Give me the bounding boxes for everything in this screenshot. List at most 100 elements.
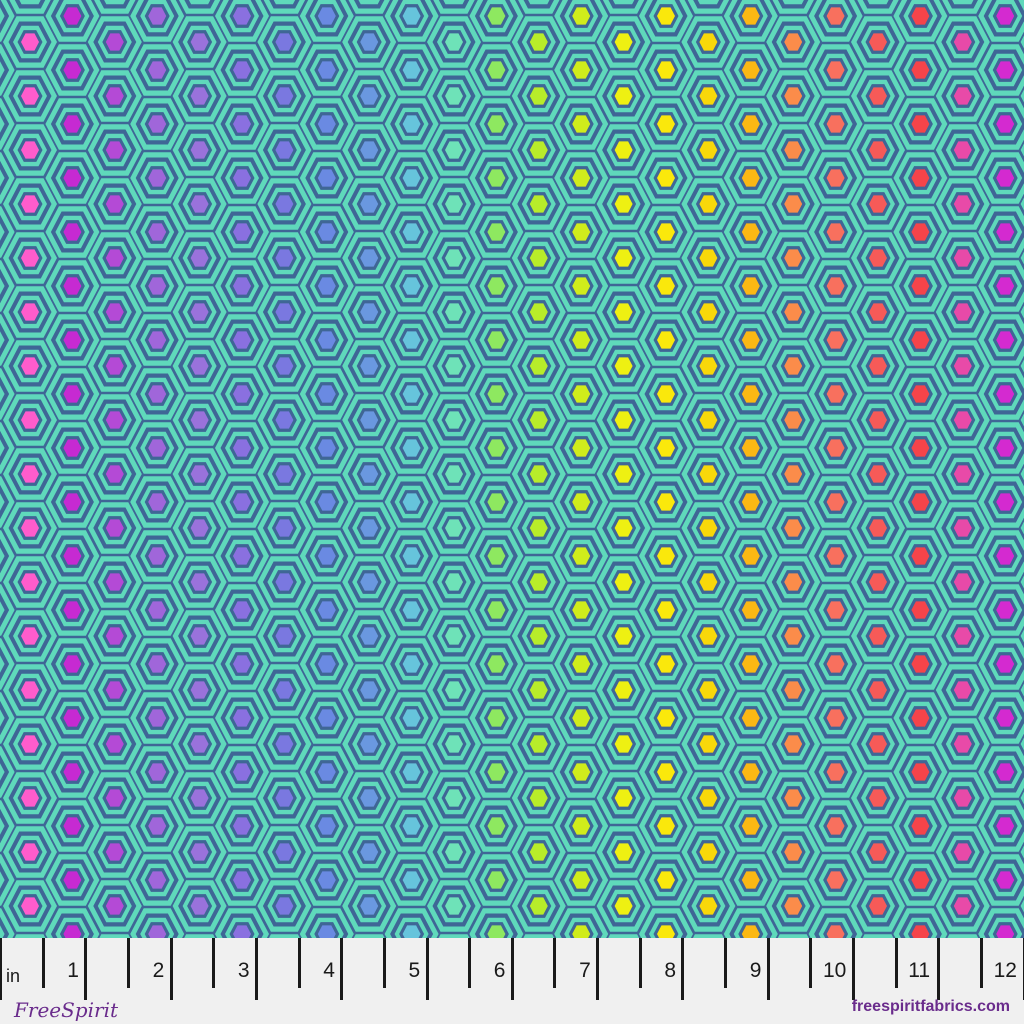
hexagon-motif [9, 0, 51, 14]
hexagon-motif [353, 934, 385, 938]
hexagon-motif [299, 908, 354, 938]
hexagon-motif [257, 232, 312, 284]
hexagon-motif [257, 880, 312, 932]
hexagon-motif [87, 70, 142, 122]
ruler-minor-tick [894, 938, 898, 988]
hexagon-motif [342, 286, 397, 338]
hexagon-motif [893, 314, 948, 366]
hexagon-motif [554, 638, 609, 690]
hexagon-motif [596, 178, 651, 230]
hexagon-motif [3, 772, 57, 824]
hexagon-motif [596, 610, 651, 662]
hexagon-motif [947, 934, 979, 938]
hexagon-motif [172, 178, 227, 230]
hexagon-motif [268, 934, 300, 938]
hexagon-motif [469, 638, 524, 690]
ruler-label: 7 [579, 959, 591, 982]
hexagon-motif [130, 368, 185, 420]
hexagon-motif [215, 638, 269, 690]
hexagon-motif [766, 826, 821, 878]
hexagon-motif [554, 152, 609, 204]
hexagon-motif [723, 314, 778, 366]
hexagon-motif [935, 664, 990, 716]
hexagon-motif [172, 556, 227, 608]
hexagon-motif [808, 584, 863, 636]
hexagon-motif [427, 286, 481, 338]
hexagon-motif [172, 16, 227, 68]
hexagon-motif [681, 340, 736, 392]
ruler-label: 4 [323, 959, 335, 982]
hexagon-motif [935, 70, 990, 122]
hexagon-motif [87, 448, 142, 500]
hexagon-motif [808, 476, 863, 528]
hexagon-motif [172, 340, 227, 392]
hexagon-motif [45, 638, 100, 690]
hexagon-motif [342, 124, 397, 176]
ruler-minor-tick [809, 938, 813, 988]
hexagon-motif [172, 502, 227, 554]
hexagon-motif [384, 854, 439, 906]
hexagon-motif [130, 44, 185, 96]
hexagon-motif [299, 260, 354, 312]
hexagon-motif [342, 718, 397, 770]
hexagon-motif [639, 638, 693, 690]
hexagon-motif [681, 772, 736, 824]
hexagon-motif [178, 0, 221, 14]
hexagon-motif [808, 908, 863, 938]
hexagon-motif [87, 340, 142, 392]
hexagon-motif [596, 880, 651, 932]
hexagon-motif [692, 934, 724, 938]
hexagon-motif [257, 70, 312, 122]
hexagon-motif [639, 692, 693, 744]
hexagon-motif [3, 664, 57, 716]
hexagon-motif [384, 908, 439, 938]
ruler-label: 8 [664, 959, 677, 982]
hexagon-motif [851, 610, 905, 662]
hexagon-motif [263, 0, 306, 14]
hexagon-motif [299, 638, 354, 690]
hexagon-motif [257, 664, 312, 716]
hexagon-motif [554, 314, 609, 366]
hexagon-motif [299, 854, 354, 906]
hexagon-motif [808, 98, 863, 150]
hexagon-motif [723, 206, 778, 258]
ruler-label: 9 [749, 959, 762, 982]
hexagon-motif [0, 314, 15, 366]
hexagon-motif [554, 44, 609, 96]
hexagon-motif [0, 0, 15, 42]
hexagon-motif [554, 476, 609, 528]
hexagon-motif [596, 448, 651, 500]
inch-ruler: in 1 2 3 4 5 6 7 8 9 10 11 12 FreeSpirit freespirit… [0, 938, 1024, 1024]
hexagon-motif [808, 638, 863, 690]
hexagon-motif [851, 718, 905, 770]
hexagon-motif [511, 610, 566, 662]
hexagon-motif [257, 772, 312, 824]
hexagon-motif [851, 772, 905, 824]
hexagon-motif [45, 746, 100, 798]
hexagon-motif [215, 584, 269, 636]
hexagon-motif [639, 746, 693, 798]
hexagon-motif [1020, 251, 1024, 265]
hexagon-motif [87, 556, 142, 608]
hexagon-motif [0, 44, 15, 96]
hexagon-motif [87, 394, 142, 446]
hexagon-motif [978, 854, 1024, 906]
hexagon-motif [1020, 143, 1024, 157]
hexagon-motif [554, 0, 609, 42]
hexagon-motif [723, 476, 778, 528]
hexagon-motif [215, 0, 269, 42]
hexagon-motif [172, 124, 227, 176]
hexagon-motif [862, 934, 894, 938]
hexagon-motif [342, 556, 397, 608]
hexagon-motif [511, 286, 566, 338]
hexagon-motif [1020, 197, 1024, 211]
hexagon-motif [851, 16, 905, 68]
hexagon-motif [215, 476, 269, 528]
hexagon-motif [87, 232, 142, 284]
ruler-label: 3 [237, 959, 250, 982]
hexagon-motif [172, 70, 227, 122]
hexagon-motif [851, 502, 905, 554]
hexagon-motif [511, 664, 566, 716]
hexagon-motif [935, 610, 990, 662]
ruler-label: 12 [993, 959, 1017, 982]
